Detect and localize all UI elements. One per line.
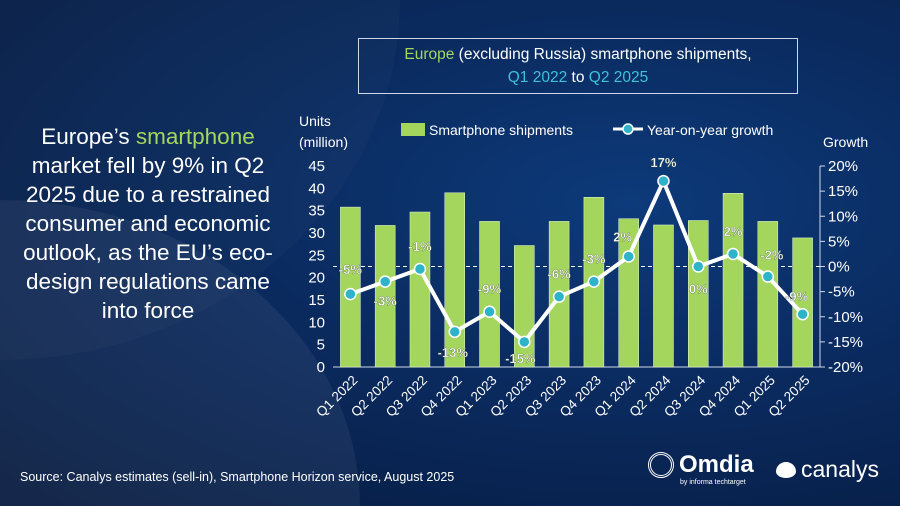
canalys-logo-text: canalys [801,456,879,482]
growth-data-label: -6% [548,267,572,282]
growth-data-label: -2% [760,248,784,263]
right-tick-label: 15% [828,183,858,200]
right-tick-label: 0% [828,259,850,276]
growth-marker [344,287,357,301]
left-tick-label: 25 [308,247,325,264]
growth-marker [796,307,809,321]
bar-q2-2022 [374,225,396,368]
chart-title: Europe (excluding Russia) smartphone shi… [358,38,798,94]
left-tick-label: 20 [308,270,325,287]
right-axis-title: Growth [823,134,868,150]
growth-marker [692,260,705,273]
headline-text-rest: market fell by 9% in Q2 2025 due to a re… [23,153,273,323]
headline: Europe’s smartphone market fell by 9% in… [14,122,282,325]
title-region: Europe [404,46,455,63]
right-tick-label: -20% [828,359,863,376]
growth-marker [378,275,392,288]
legend-line-label: Year-on-year growth [647,122,773,138]
title-end: Q2 2025 [588,69,649,86]
title-to: to [567,69,589,86]
right-tick-label: 10% [828,208,858,225]
bar-q1-2023 [479,221,500,368]
title-text: (excluding Russia) smartphone shipments, [454,46,752,63]
left-tick-label: 45 [308,158,325,175]
growth-data-label: -1% [408,239,432,254]
bar-q1-2025 [757,221,779,368]
left-axis-title-unit: (million) [299,134,348,150]
growth-data-label: -5% [339,262,363,277]
canalys-logo-icon [776,461,796,478]
omdia-logo: Omdia by informa techtarget [648,452,754,487]
growth-data-label: -9% [785,289,809,304]
bar-q4-2022 [444,192,465,368]
legend-bar-swatch [401,123,425,136]
growth-marker [448,325,461,339]
bar-q2-2023 [514,245,535,368]
growth-marker [726,247,740,261]
growth-marker [518,335,531,349]
right-tick-label: -15% [828,334,863,351]
left-tick-label: 10 [308,314,325,331]
growth-marker [761,270,775,283]
omdia-logo-text: Omdia [679,451,754,478]
left-tick-label: 0 [317,359,325,376]
bar-q3-2022 [409,211,431,368]
left-tick-label: 5 [317,337,325,354]
omdia-logo-icon [648,452,674,478]
right-tick-label: -10% [828,309,863,326]
headline-highlight: smartphone [135,124,255,149]
bar-q1-2022 [340,206,361,368]
growth-marker [552,290,566,303]
growth-data-label: -3% [582,252,606,267]
growth-data-label: 2% [613,229,632,244]
growth-data-label: -3% [374,294,398,309]
growth-marker [413,262,427,276]
growth-marker [587,275,601,288]
right-tick-label: -5% [828,284,855,301]
left-tick-label: 15 [308,292,325,309]
left-tick-label: 30 [308,225,325,242]
left-tick-label: 35 [308,203,325,220]
right-tick-label: 5% [828,233,850,250]
growth-data-label: 2% [724,224,743,239]
right-tick-label: 20% [828,158,858,175]
growth-data-label: -13% [438,345,469,360]
bar-q2-2024 [653,224,674,368]
left-axis-title: Units [299,113,331,129]
legend-bar-label: Smartphone shipments [429,122,573,138]
growth-data-label: -9% [478,282,502,297]
title-start: Q1 2022 [507,69,568,86]
growth-marker [622,250,635,263]
bar-q4-2024 [722,192,744,368]
left-tick-label: 40 [308,180,325,197]
canalys-logo: canalys [776,456,879,483]
source-note: Source: Canalys estimates (sell-in), Sma… [20,470,455,484]
legend-line-marker [622,123,634,135]
growth-marker [483,305,496,318]
growth-data-label: -15% [505,351,536,366]
growth-data-label: 0% [689,282,708,297]
growth-data-label: 17% [650,155,676,170]
omdia-logo-sub: by informa techtarget [680,479,746,486]
headline-text: Europe’s [41,124,136,149]
growth-marker [657,174,670,188]
